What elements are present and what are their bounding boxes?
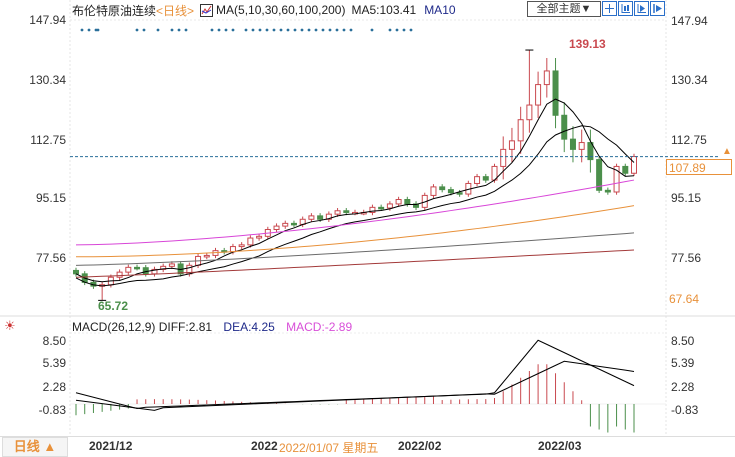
candle — [535, 84, 542, 106]
theme-select-button[interactable]: 全部主题▼ — [527, 1, 601, 17]
period-toggle-button[interactable]: 日线 ▲ — [2, 437, 68, 457]
candle — [587, 142, 594, 161]
candle — [247, 237, 254, 246]
macd-right-tick: 5.39 — [671, 356, 695, 370]
candle — [447, 189, 454, 194]
time-axis — [0, 436, 735, 457]
macd-right-tick: 8.50 — [671, 334, 695, 348]
left-axis-tick: 112.75 — [30, 133, 66, 147]
zoom-out-icon[interactable] — [634, 1, 649, 16]
candle — [229, 246, 236, 253]
candle — [508, 140, 515, 150]
candle — [273, 225, 280, 231]
candle — [168, 263, 175, 267]
high-annotation: 139.13 — [569, 37, 606, 51]
candle — [622, 165, 629, 174]
candle — [413, 203, 420, 208]
macd-value: MACD:-2.89 — [286, 320, 353, 334]
left-axis-tick: 77.56 — [35, 251, 66, 265]
period-label[interactable]: <日线> — [156, 3, 195, 18]
sun-icon[interactable]: ☀ — [4, 318, 16, 333]
macd-left-tick: 8.50 — [42, 334, 66, 348]
ma-indicator-icon[interactable] — [200, 3, 214, 17]
candle — [552, 70, 559, 116]
ma5-value: MA5:103.41 — [351, 3, 417, 17]
candle — [613, 165, 620, 193]
candle — [142, 267, 149, 275]
candle — [561, 114, 568, 140]
macd-title: MACD(26,12,9) — [72, 320, 156, 334]
candle — [325, 213, 332, 220]
macd-diff: DIFF:2.81 — [158, 320, 213, 334]
candle — [378, 206, 385, 210]
macd-left-tick: 2.28 — [42, 380, 66, 394]
candle — [134, 266, 141, 270]
candle — [386, 203, 393, 209]
right-axis-tick: 147.94 — [671, 14, 708, 28]
hover-date-label: 2022/01/07 星期五 — [279, 439, 379, 456]
candle — [395, 199, 402, 205]
date-tick: 2021/12 — [89, 439, 133, 453]
candle — [526, 104, 533, 121]
candle — [369, 206, 376, 213]
right-axis-tick: 130.34 — [671, 73, 708, 87]
candle — [439, 186, 446, 191]
move-right-icon[interactable] — [650, 1, 665, 16]
left-axis-tick: 147.94 — [29, 13, 66, 27]
candle — [596, 159, 603, 191]
date-tick: 2022 — [251, 439, 278, 453]
candle — [308, 215, 315, 220]
candle — [203, 254, 210, 258]
chart-header: 布伦特原油连续 <日线> MA(5,10,30,60,100,200) MA5:… — [72, 2, 456, 18]
candle — [73, 269, 79, 275]
candle — [334, 210, 341, 215]
candle — [456, 192, 463, 195]
low-annotation: 65.72 — [98, 299, 129, 313]
date-tick: 2022/02 — [398, 439, 442, 453]
ma10-value: MA10 — [424, 3, 456, 17]
candle — [282, 222, 289, 227]
candle — [116, 271, 123, 278]
right-axis-tick: 77.56 — [671, 251, 702, 265]
candle — [256, 235, 263, 239]
left-axis-tick: 95.15 — [35, 191, 66, 205]
macd-left-tick: -0.83 — [38, 403, 66, 417]
zoom-in-icon[interactable] — [618, 1, 633, 16]
candle — [343, 210, 350, 213]
candle — [578, 142, 585, 150]
candle — [569, 138, 576, 150]
candle — [500, 148, 507, 167]
instrument-name: 布伦特原油连续 — [72, 3, 157, 18]
crosshair-icon[interactable] — [602, 1, 617, 16]
candle — [317, 215, 324, 220]
candle — [125, 266, 132, 273]
macd-right-tick: -0.83 — [671, 403, 699, 417]
candle — [430, 186, 437, 196]
price-marker-icon: ▲ — [722, 146, 732, 157]
macd-right-tick: 2.28 — [671, 380, 695, 394]
macd-dea: DEA:4.25 — [223, 320, 275, 334]
candle — [631, 156, 637, 174]
right-axis-tick: 112.75 — [671, 133, 707, 147]
candle — [404, 199, 411, 205]
candle — [517, 119, 524, 142]
macd-header: MACD(26,12,9) DIFF:2.81 DEA:4.25 MACD:-2… — [72, 320, 352, 334]
ma-params: MA(5,10,30,60,100,200) — [216, 3, 346, 17]
candle — [482, 176, 489, 181]
candle — [604, 189, 611, 193]
candle — [543, 70, 550, 86]
right-axis-tick: 95.15 — [671, 191, 702, 205]
candle — [474, 176, 481, 184]
candle — [238, 244, 245, 248]
left-axis-tick: 130.34 — [29, 73, 66, 87]
current-price-tag: 107.89 — [666, 159, 732, 175]
candle — [290, 222, 297, 226]
macd-left-tick: 5.39 — [42, 356, 66, 370]
axis-low-label: 67.64 — [669, 292, 700, 306]
date-tick: 2022/03 — [538, 439, 582, 453]
